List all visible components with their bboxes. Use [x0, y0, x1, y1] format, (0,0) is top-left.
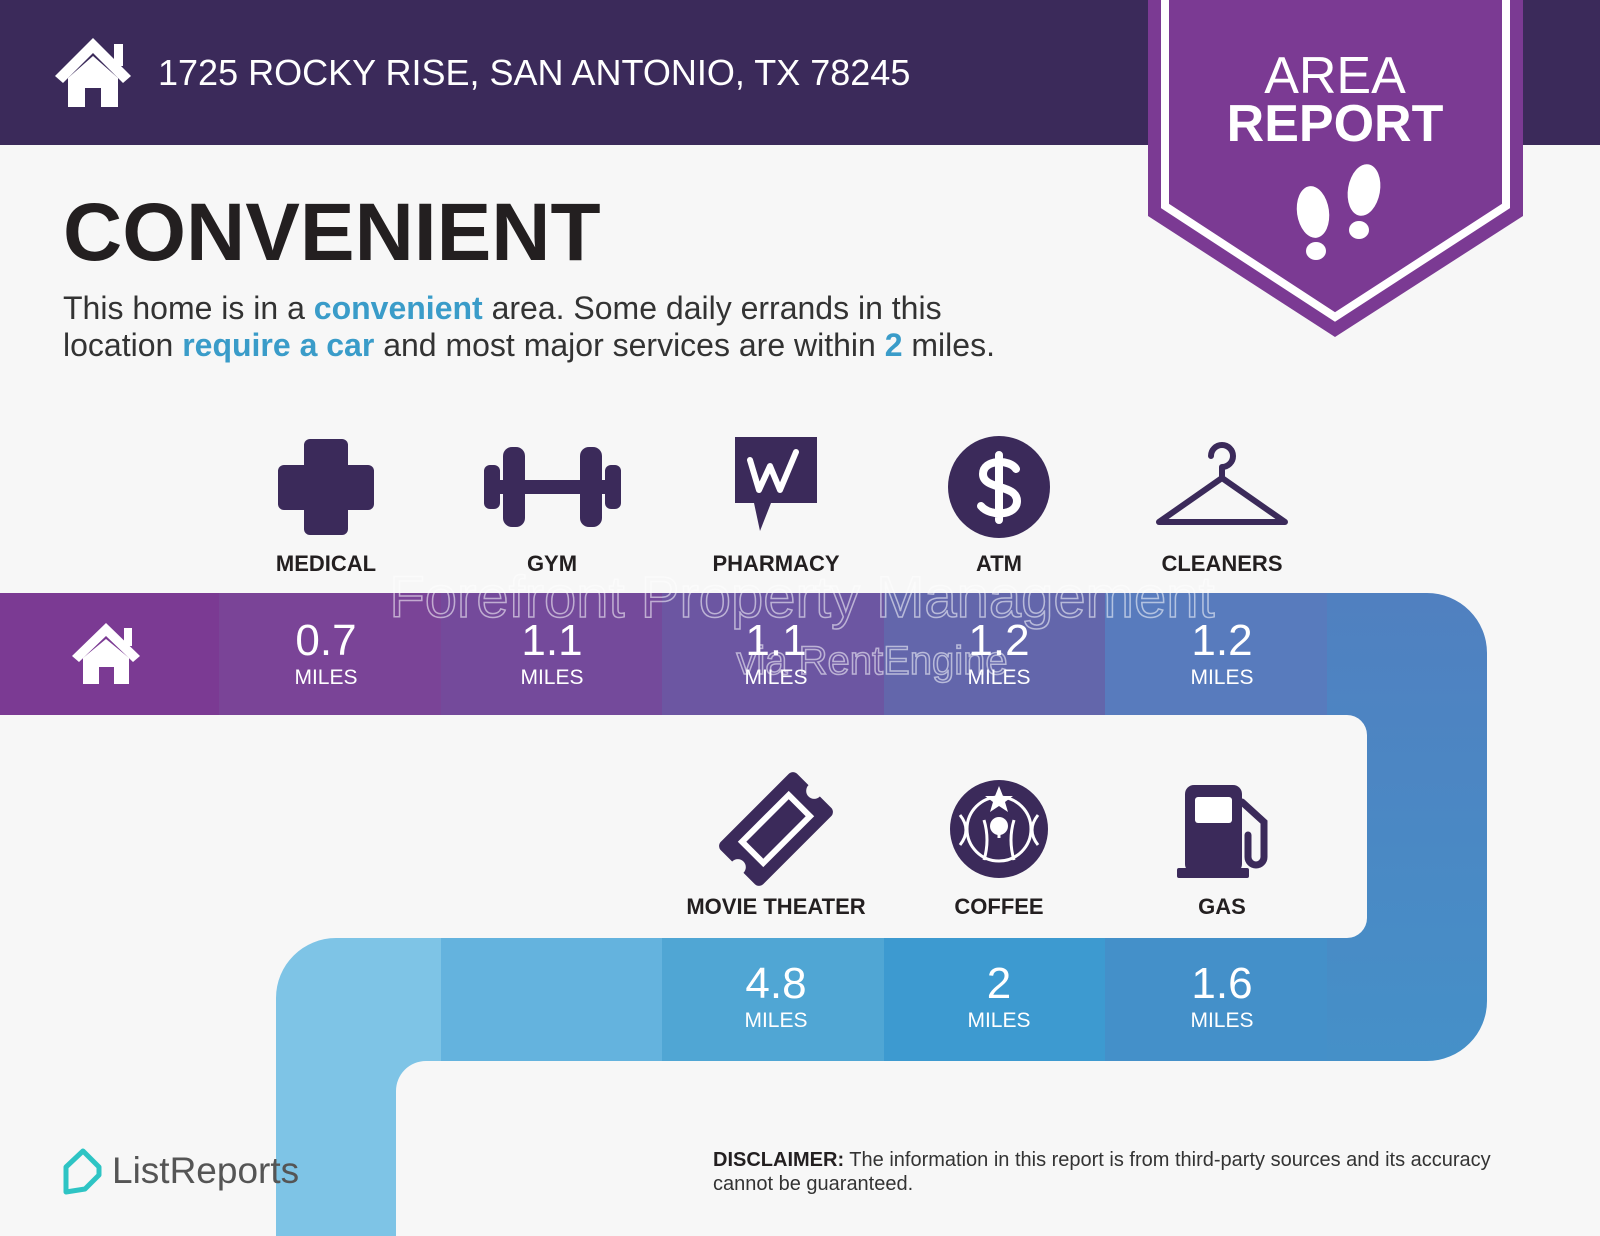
page-title: CONVENIENT — [63, 187, 601, 278]
distance-unit: MILES — [744, 1009, 807, 1032]
band-cell — [441, 593, 662, 715]
distance-unit: MILES — [744, 666, 807, 689]
badge-line: REPORT — [1227, 95, 1444, 153]
watermark: via RentEngine — [736, 639, 1007, 683]
amenity-label: GAS — [1198, 894, 1246, 919]
highlight: 2 — [884, 327, 903, 363]
disclaimer-label: DISCLAIMER: — [713, 1149, 845, 1171]
badge-border — [1161, 0, 1510, 322]
home-icon — [72, 623, 140, 684]
amenity-label: CLEANERS — [1161, 551, 1282, 576]
highlight: require a car — [182, 327, 375, 363]
highlight: convenient — [313, 290, 483, 326]
amenity-label: MOVIE THEATER — [686, 894, 865, 919]
distance-unit: MILES — [967, 666, 1030, 689]
distance: 1.1 — [521, 616, 582, 665]
text: location — [63, 327, 183, 363]
gas-icon — [1177, 785, 1268, 878]
band-cell — [662, 593, 884, 715]
amenity-label: PHARMACY — [712, 551, 839, 576]
home-icon — [55, 38, 131, 107]
band-cell — [884, 938, 1105, 1061]
distance-unit: MILES — [294, 666, 357, 689]
distance: 0.7 — [295, 616, 356, 665]
footprints-icon — [1296, 164, 1381, 260]
logo: ListReports — [112, 1150, 299, 1191]
disclaimer-text: The information in this report is from t… — [713, 1149, 1491, 1195]
amenity-label: GYM — [527, 551, 577, 576]
cleaners-icon — [1156, 442, 1288, 525]
watermark: Forefront Property Management — [389, 565, 1214, 630]
distance: 1.2 — [968, 616, 1029, 665]
movie-theater-icon — [719, 772, 833, 886]
text: This home is in a — [63, 290, 314, 326]
band-cell — [662, 938, 884, 1061]
band-cell — [1105, 593, 1327, 715]
address: 1725 ROCKY RISE, SAN ANTONIO, TX 78245 — [158, 52, 910, 93]
text: and most major services are within — [374, 327, 885, 363]
distance-unit: MILES — [967, 1009, 1030, 1032]
band-connector — [1327, 593, 1487, 1061]
distance-unit: MILES — [520, 666, 583, 689]
atm-icon — [948, 436, 1050, 538]
badge-line: AREA — [1264, 47, 1406, 105]
amenity-label: MEDICAL — [276, 551, 376, 576]
distance: 1.6 — [1191, 959, 1252, 1008]
text: area. Some daily errands in this — [482, 290, 942, 326]
band-cell — [1105, 938, 1327, 1061]
distance: 2 — [987, 959, 1011, 1008]
distance-unit: MILES — [1190, 1009, 1253, 1032]
band-cell — [441, 938, 662, 1061]
medical-icon — [278, 439, 374, 535]
disclaimer: DISCLAIMER: The information in this repo… — [713, 1148, 1543, 1196]
gym-icon — [484, 447, 621, 527]
coffee-icon — [950, 780, 1048, 878]
text: miles. — [902, 327, 995, 363]
description: This home is in a convenient area. Some … — [63, 290, 1263, 364]
distance: 4.8 — [745, 959, 806, 1008]
band-connector — [276, 938, 441, 1236]
logo-icon — [63, 1148, 102, 1195]
amenity-label: ATM — [976, 551, 1022, 576]
distance: 1.2 — [1191, 616, 1252, 665]
band-cell — [884, 593, 1105, 715]
distance-unit: MILES — [1190, 666, 1253, 689]
band-cell — [219, 593, 441, 715]
amenity-label: COFFEE — [954, 894, 1043, 919]
distance: 1.1 — [745, 616, 806, 665]
pharmacy-icon — [735, 437, 817, 531]
